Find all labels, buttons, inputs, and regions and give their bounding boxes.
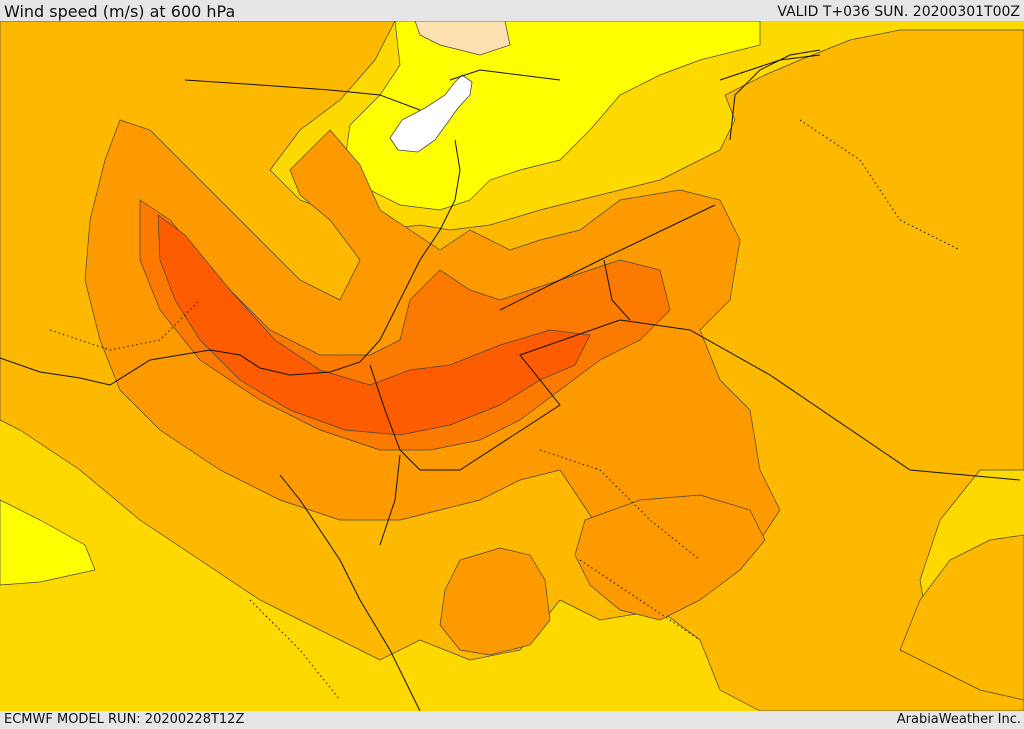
model-run: ECMWF MODEL RUN: 20200228T12Z — [4, 712, 245, 727]
header-bar: Wind speed (m/s) at 600 hPa VALID T+036 … — [0, 0, 1024, 21]
band-moderate — [899, 534, 1024, 701]
band-very-light — [414, 21, 511, 56]
province-borders — [49, 119, 961, 701]
band-light — [0, 499, 96, 586]
credit: ArabiaWeather Inc. — [896, 712, 1021, 727]
map-canvas — [0, 21, 1024, 711]
footer-bar: ECMWF MODEL RUN: 20200228T12Z ArabiaWeat… — [0, 711, 1024, 729]
band-high — [439, 547, 551, 656]
band-max — [157, 214, 591, 436]
map-title: Wind speed (m/s) at 600 hPa — [4, 2, 236, 21]
wind-speed-map[interactable] — [0, 21, 1024, 711]
band-calm — [389, 74, 473, 153]
band-light — [344, 21, 761, 211]
valid-time: VALID T+036 SUN. 20200301T00Z — [777, 4, 1020, 20]
band-high — [574, 494, 766, 621]
coastlines — [0, 49, 1021, 711]
